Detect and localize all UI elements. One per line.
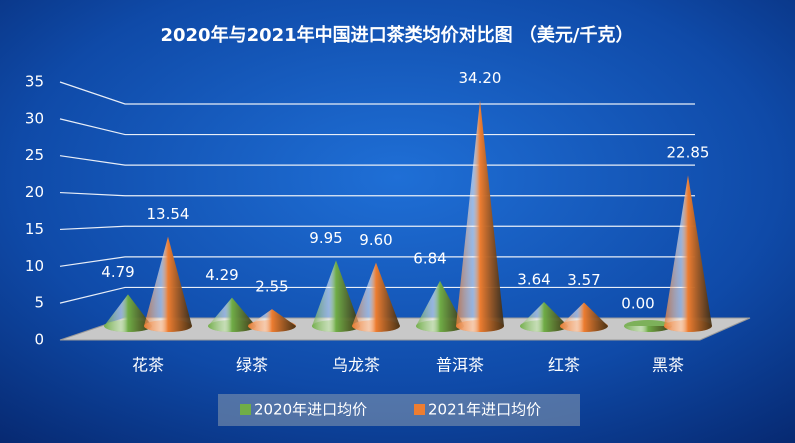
y-tick-label: 25 [25, 146, 44, 164]
y-tick-label: 30 [25, 109, 44, 127]
x-tick-label: 花茶 [132, 356, 164, 375]
cone [456, 100, 504, 332]
data-label: 6.84 [413, 249, 446, 267]
cone [352, 262, 400, 332]
x-tick-label: 黑茶 [652, 356, 684, 375]
legend-label: 2020年进口均价 [254, 401, 367, 419]
x-tick-label: 普洱茶 [436, 356, 484, 375]
grid-line [59, 191, 695, 197]
data-label: 4.79 [101, 263, 134, 281]
grid-line [59, 118, 695, 136]
y-tick-label: 15 [25, 220, 44, 238]
cone [520, 301, 568, 332]
cone [144, 236, 192, 332]
data-label: 0.00 [621, 295, 654, 313]
cone [560, 302, 608, 332]
data-label: 4.29 [205, 266, 238, 284]
legend-swatch [414, 404, 425, 415]
cone [664, 175, 712, 332]
data-label: 9.95 [309, 229, 342, 247]
cone [520, 301, 568, 332]
cone [104, 294, 152, 332]
chart-title: 2020年与2021年中国进口茶类均价对比图 （美元/千克） [160, 24, 633, 46]
legend-swatch [240, 404, 251, 415]
y-tick-label: 10 [25, 257, 44, 275]
grid-line [59, 286, 695, 304]
cone [312, 260, 360, 332]
y-tick-label: 5 [34, 294, 44, 312]
grid-line [59, 155, 695, 166]
cone [104, 294, 152, 332]
data-label: 3.57 [567, 271, 600, 289]
y-tick-label: 0 [34, 331, 44, 349]
cone [144, 236, 192, 332]
data-label: 3.64 [517, 270, 550, 288]
x-tick-label: 红茶 [548, 356, 580, 375]
data-label: 22.85 [667, 144, 710, 162]
x-tick-label: 绿茶 [236, 356, 268, 375]
cone [416, 280, 464, 332]
data-label: 2.55 [255, 278, 288, 296]
data-label: 13.54 [147, 205, 190, 223]
cone [416, 280, 464, 332]
y-tick-label: 20 [25, 183, 44, 201]
cone [312, 260, 360, 332]
data-label: 9.60 [359, 231, 392, 249]
legend [218, 394, 580, 426]
cone [208, 297, 256, 332]
x-tick-label: 乌龙茶 [332, 356, 380, 375]
cone [624, 326, 672, 332]
cone [208, 297, 256, 332]
legend-label: 2021年进口均价 [428, 401, 541, 419]
cone [664, 175, 712, 332]
grid-line [59, 225, 695, 231]
cone [248, 309, 296, 332]
y-tick-label: 35 [25, 73, 44, 91]
cone [352, 262, 400, 332]
cone [248, 309, 296, 332]
cone [456, 100, 504, 332]
grid-line [59, 81, 695, 105]
cone [624, 320, 672, 332]
data-label: 34.20 [459, 69, 502, 87]
grid-line [59, 256, 695, 267]
cone [560, 302, 608, 332]
